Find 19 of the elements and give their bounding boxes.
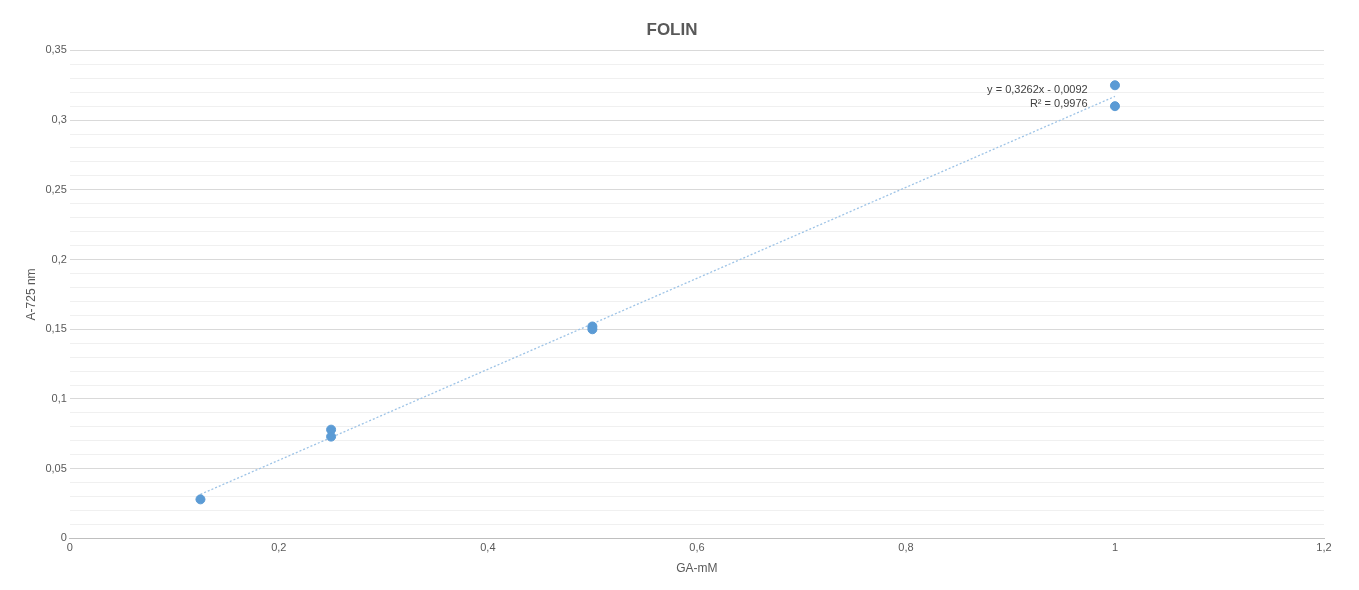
y-tick-label: 0,15 bbox=[45, 322, 67, 335]
x-tick-label: 1,2 bbox=[1316, 541, 1332, 554]
x-tick-label: 1 bbox=[1111, 541, 1119, 554]
y-tick-label: 0,3 bbox=[51, 113, 67, 126]
x-tick-label: 0,8 bbox=[898, 541, 914, 554]
annotation: R² = 0,9976 bbox=[1029, 97, 1088, 110]
y-tick-label: 0,35 bbox=[45, 43, 67, 56]
x-tick-label: 0,6 bbox=[689, 541, 705, 554]
x-axis-title: GA-mM bbox=[676, 561, 718, 576]
y-tick-label: 0,1 bbox=[51, 392, 67, 404]
y-tick-label: 0 bbox=[60, 531, 67, 544]
y-tick-label: 0,2 bbox=[51, 252, 67, 265]
chart-title: FOLIN bbox=[646, 19, 698, 39]
y-tick-label: 0,25 bbox=[45, 182, 67, 195]
x-tick-label: 0,4 bbox=[480, 541, 496, 554]
annotation: y = 0,3262x - 0,0092 bbox=[987, 83, 1088, 96]
y-tick-label: 0,05 bbox=[45, 461, 67, 474]
y-axis-title: A-725 nm bbox=[23, 268, 38, 321]
x-tick-label: 0,2 bbox=[271, 541, 287, 554]
